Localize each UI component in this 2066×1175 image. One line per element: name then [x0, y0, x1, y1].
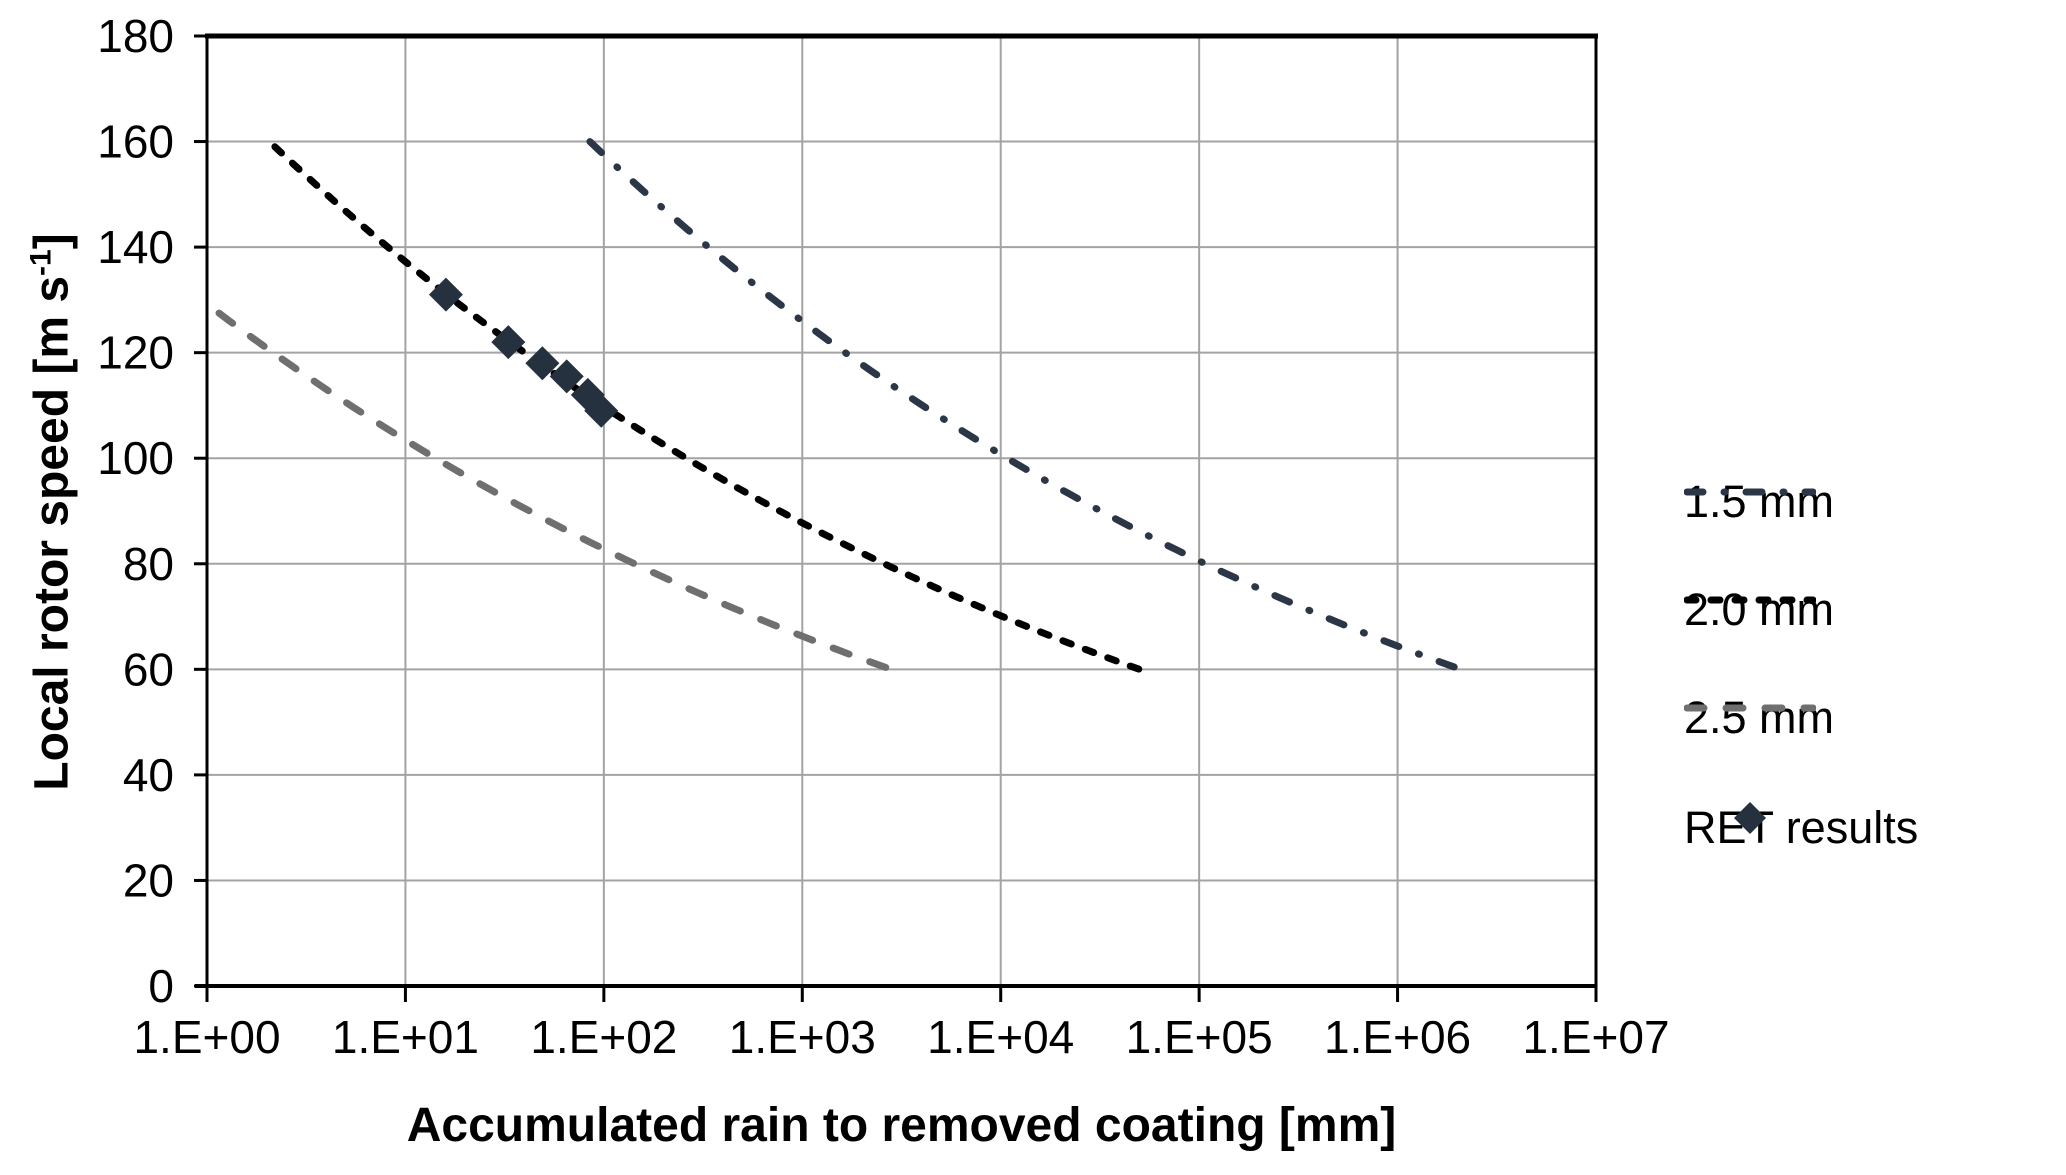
y-tick-label: 160: [97, 116, 174, 168]
x-tick-label: 1.E+02: [530, 1011, 677, 1063]
x-tick-label: 1.E+07: [1522, 1011, 1669, 1063]
y-tick-label: 180: [97, 10, 174, 62]
legend-diamond: [1734, 802, 1766, 834]
y-tick-label: 0: [148, 960, 174, 1012]
diamond-marker: [549, 359, 584, 394]
ret-result-markers: [428, 277, 619, 428]
axes-border: [195, 33, 1598, 998]
legend-entry-1p5mm: 1.5 mm: [1684, 472, 1834, 532]
legend-label: 1.5 mm: [1684, 476, 1835, 527]
diamond-marker: [584, 393, 619, 428]
legend-entry-ret: RET results: [1684, 798, 1918, 858]
x-axis-title: Accumulated rain to removed coating [mm]: [406, 1099, 1397, 1152]
legend-entry-2p0mm: 2.0 mm: [1684, 580, 1834, 640]
legend-entry-2p5mm: 2.5 mm: [1684, 688, 1834, 748]
y-axis-title-text: Local rotor speed [m s: [25, 275, 79, 791]
x-tick-label: 1.E+00: [133, 1011, 280, 1063]
legend-label: RET results: [1684, 802, 1919, 853]
y-axis-title-superscript: -1: [24, 249, 58, 276]
dashdot-line-swatch: [1684, 488, 1816, 496]
diamond-marker: [491, 325, 526, 360]
y-tick-label: 20: [123, 854, 174, 906]
y-axis-title-close-bracket: ]: [25, 233, 79, 250]
series-line-2.0-mm: [271, 143, 1143, 673]
legend-label: 2.0 mm: [1684, 584, 1835, 635]
x-tick-label: 1.E+03: [729, 1011, 876, 1063]
x-tick-label: 1.E+06: [1324, 1011, 1471, 1063]
gridlines: [207, 36, 1596, 986]
diamond-marker-swatch: [1734, 802, 1766, 834]
series-line-2.5-mm: [215, 309, 895, 673]
x-tick-label: 1.E+01: [332, 1011, 479, 1063]
y-tick-label: 40: [123, 749, 174, 801]
x-tick-label: 1.E+05: [1126, 1011, 1273, 1063]
y-tick-label: 80: [123, 538, 174, 590]
dash-line-swatch: [1684, 596, 1816, 604]
y-tick-label: 100: [97, 432, 174, 484]
axis-ticks: [194, 34, 1598, 1002]
y-tick-label: 60: [123, 643, 174, 695]
y-tick-label: 120: [97, 327, 174, 379]
legend: 1.5 mm 2.0 mm 2.5 mm RET results: [1684, 452, 2064, 892]
x-tick-labels: 1.E+00 1.E+01 1.E+02 1.E+03 1.E+04 1.E+05 1.E+…: [133, 1011, 1669, 1063]
longdash-line-swatch: [1684, 704, 1816, 712]
x-tick-label: 1.E+04: [927, 1011, 1074, 1063]
y-tick-labels: 0 20 40 60 80 100 120 140 160 180: [97, 10, 174, 1012]
diamond-marker: [525, 346, 560, 381]
diamond-marker: [428, 277, 463, 312]
y-axis-title: Local rotor speed [m s-1]: [25, 233, 80, 790]
legend-label: 2.5 mm: [1684, 692, 1835, 743]
y-tick-label: 140: [97, 221, 174, 273]
series-line-1.5-mm: [586, 138, 1465, 673]
